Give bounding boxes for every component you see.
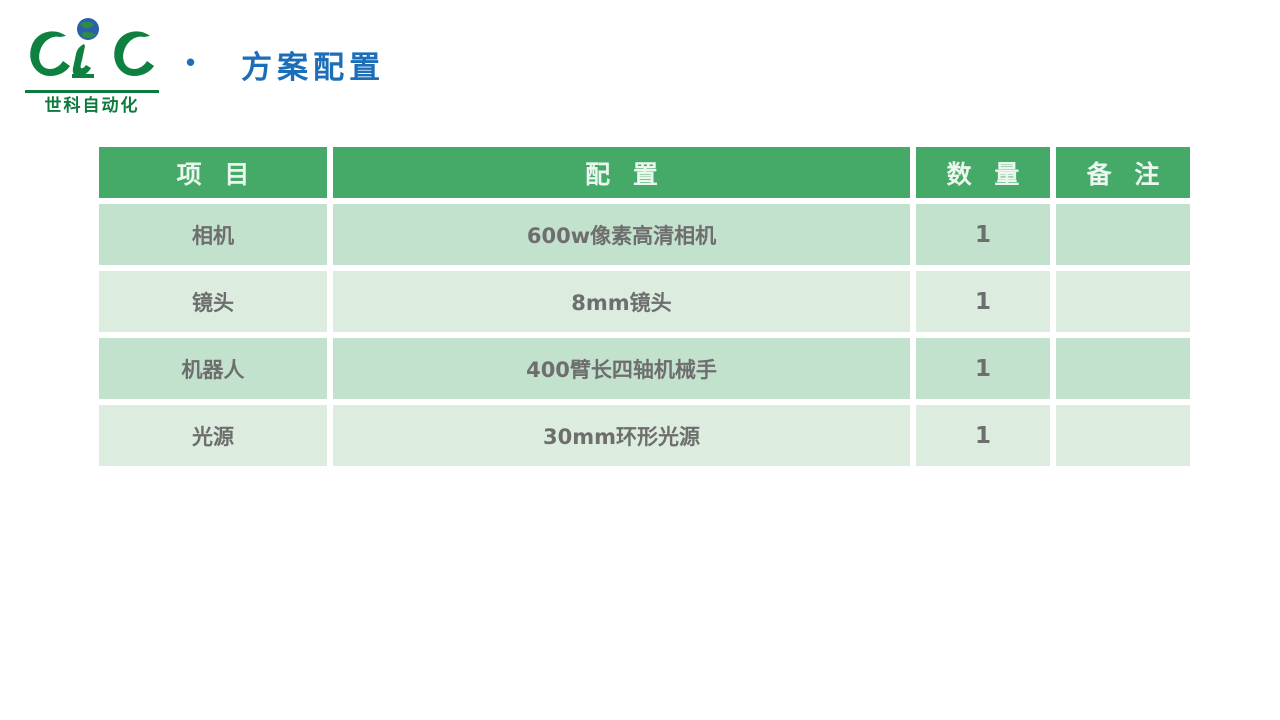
cell-config: 600w像素高清相机 bbox=[333, 204, 910, 265]
table-row: 相机 600w像素高清相机 1 bbox=[99, 204, 1190, 265]
cic-globe-logo-icon bbox=[22, 16, 162, 90]
table-row: 机器人 400臂长四轴机械手 1 bbox=[99, 338, 1190, 399]
cell-item: 机器人 bbox=[99, 338, 327, 399]
column-header-config: 配 置 bbox=[333, 147, 910, 198]
cell-item: 镜头 bbox=[99, 271, 327, 332]
logo-underline bbox=[25, 90, 159, 93]
cell-note bbox=[1056, 271, 1190, 332]
column-header-item: 项 目 bbox=[99, 147, 327, 198]
cell-note bbox=[1056, 405, 1190, 466]
cell-item: 光源 bbox=[99, 405, 327, 466]
slide-header: 世科自动化 • 方案配置 bbox=[0, 0, 1280, 130]
cell-config: 400臂长四轴机械手 bbox=[333, 338, 910, 399]
page-title: 方案配置 bbox=[241, 49, 386, 86]
table-row: 光源 30mm环形光源 1 bbox=[99, 405, 1190, 466]
cell-note bbox=[1056, 204, 1190, 265]
table-header-row: 项 目 配 置 数 量 备 注 bbox=[99, 147, 1190, 198]
table-row: 镜头 8mm镜头 1 bbox=[99, 271, 1190, 332]
column-header-note: 备 注 bbox=[1056, 147, 1190, 198]
cell-qty: 1 bbox=[916, 405, 1050, 466]
column-header-qty: 数 量 bbox=[916, 147, 1050, 198]
cell-config: 8mm镜头 bbox=[333, 271, 910, 332]
logo-subtitle: 世科自动化 bbox=[44, 96, 140, 116]
configuration-table: 项 目 配 置 数 量 备 注 相机 600w像素高清相机 1 镜头 8mm镜头… bbox=[93, 141, 1196, 472]
cell-config: 30mm环形光源 bbox=[333, 405, 910, 466]
page-title-block: • 方案配置 bbox=[186, 38, 385, 90]
brand-logo: 世科自动化 bbox=[22, 16, 162, 116]
cell-qty: 1 bbox=[916, 338, 1050, 399]
cell-qty: 1 bbox=[916, 204, 1050, 265]
bullet-icon: • bbox=[186, 47, 196, 77]
cell-item: 相机 bbox=[99, 204, 327, 265]
cell-note bbox=[1056, 338, 1190, 399]
cell-qty: 1 bbox=[916, 271, 1050, 332]
